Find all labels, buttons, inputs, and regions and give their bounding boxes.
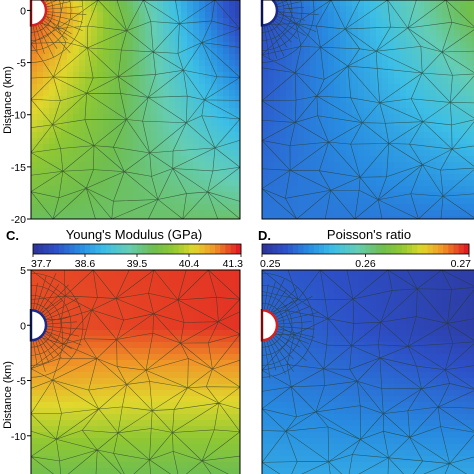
panel-c-letter: C. xyxy=(6,228,19,243)
panel-d-hole xyxy=(260,309,279,342)
y-tick-label: 0 xyxy=(20,5,26,17)
panel-b-frame xyxy=(261,0,474,220)
panel-d-colorbar: 0.25 0.26 0.27 xyxy=(260,243,472,270)
y-tick-label: 5 xyxy=(20,265,26,277)
panel-c-mesh xyxy=(31,270,240,474)
panel-d-mesh xyxy=(262,270,474,474)
panel-c-frame xyxy=(30,269,241,474)
panel-a-ylabel: Distance (km) xyxy=(2,66,14,134)
colorbar-tick-label: 39.5 xyxy=(127,258,148,270)
panel-c-ylabel: Distance (km) xyxy=(2,361,14,429)
colorbar-tick-label: 37.7 xyxy=(31,258,52,270)
panel-d-field xyxy=(262,270,474,474)
colorbar-tick-label: 0.25 xyxy=(260,258,281,270)
colorbar-tick-label: 0.26 xyxy=(355,258,376,270)
panel-a: 0 -5 -10 -15 -20 Distance (km) xyxy=(2,0,241,226)
hole-shape xyxy=(29,309,48,342)
panel-c-colorbar: 37.7 38.6 39.5 40.4 41.3 xyxy=(31,243,244,270)
y-tick-label: -10 xyxy=(11,431,26,443)
panel-a-hole xyxy=(29,0,48,27)
y-tick-label: -15 xyxy=(11,162,26,174)
panel-c: 5 0 -5 -10 Distance (km) xyxy=(2,265,241,474)
colorbar-tick-label: 0.27 xyxy=(451,258,472,270)
panel-d xyxy=(260,269,474,474)
panel-d-letter: D. xyxy=(258,228,271,243)
panel-a-mesh xyxy=(31,0,240,219)
panel-b-hole xyxy=(260,0,279,27)
panel-c-y-ticks: 5 0 -5 -10 xyxy=(11,265,31,443)
hole-shape xyxy=(260,309,279,342)
hole-shape xyxy=(29,0,48,27)
hole-shape xyxy=(260,0,279,27)
panel-b xyxy=(260,0,474,220)
y-tick-label: 0 xyxy=(20,320,26,332)
panel-c-hole xyxy=(29,309,48,342)
y-tick-label: -10 xyxy=(11,110,26,122)
colorbar-tick-label: 41.3 xyxy=(223,258,244,270)
panel-a-frame xyxy=(30,0,241,220)
panel-b-mesh xyxy=(262,0,474,219)
panel-c-title: Young's Modulus (GPa) xyxy=(66,227,202,242)
y-tick-label: -5 xyxy=(17,58,26,70)
colorbar-tick-label: 38.6 xyxy=(75,258,96,270)
panel-c-field xyxy=(31,270,240,474)
y-tick-label: -5 xyxy=(17,376,26,388)
panel-a-y-ticks: 0 -5 -10 -15 -20 xyxy=(11,5,31,226)
panel-d-frame xyxy=(261,269,474,474)
panel-b-field xyxy=(262,0,474,219)
y-tick-label: -20 xyxy=(11,214,26,226)
colorbar-tick-label: 40.4 xyxy=(179,258,200,270)
panel-d-title: Poisson's ratio xyxy=(327,227,411,242)
